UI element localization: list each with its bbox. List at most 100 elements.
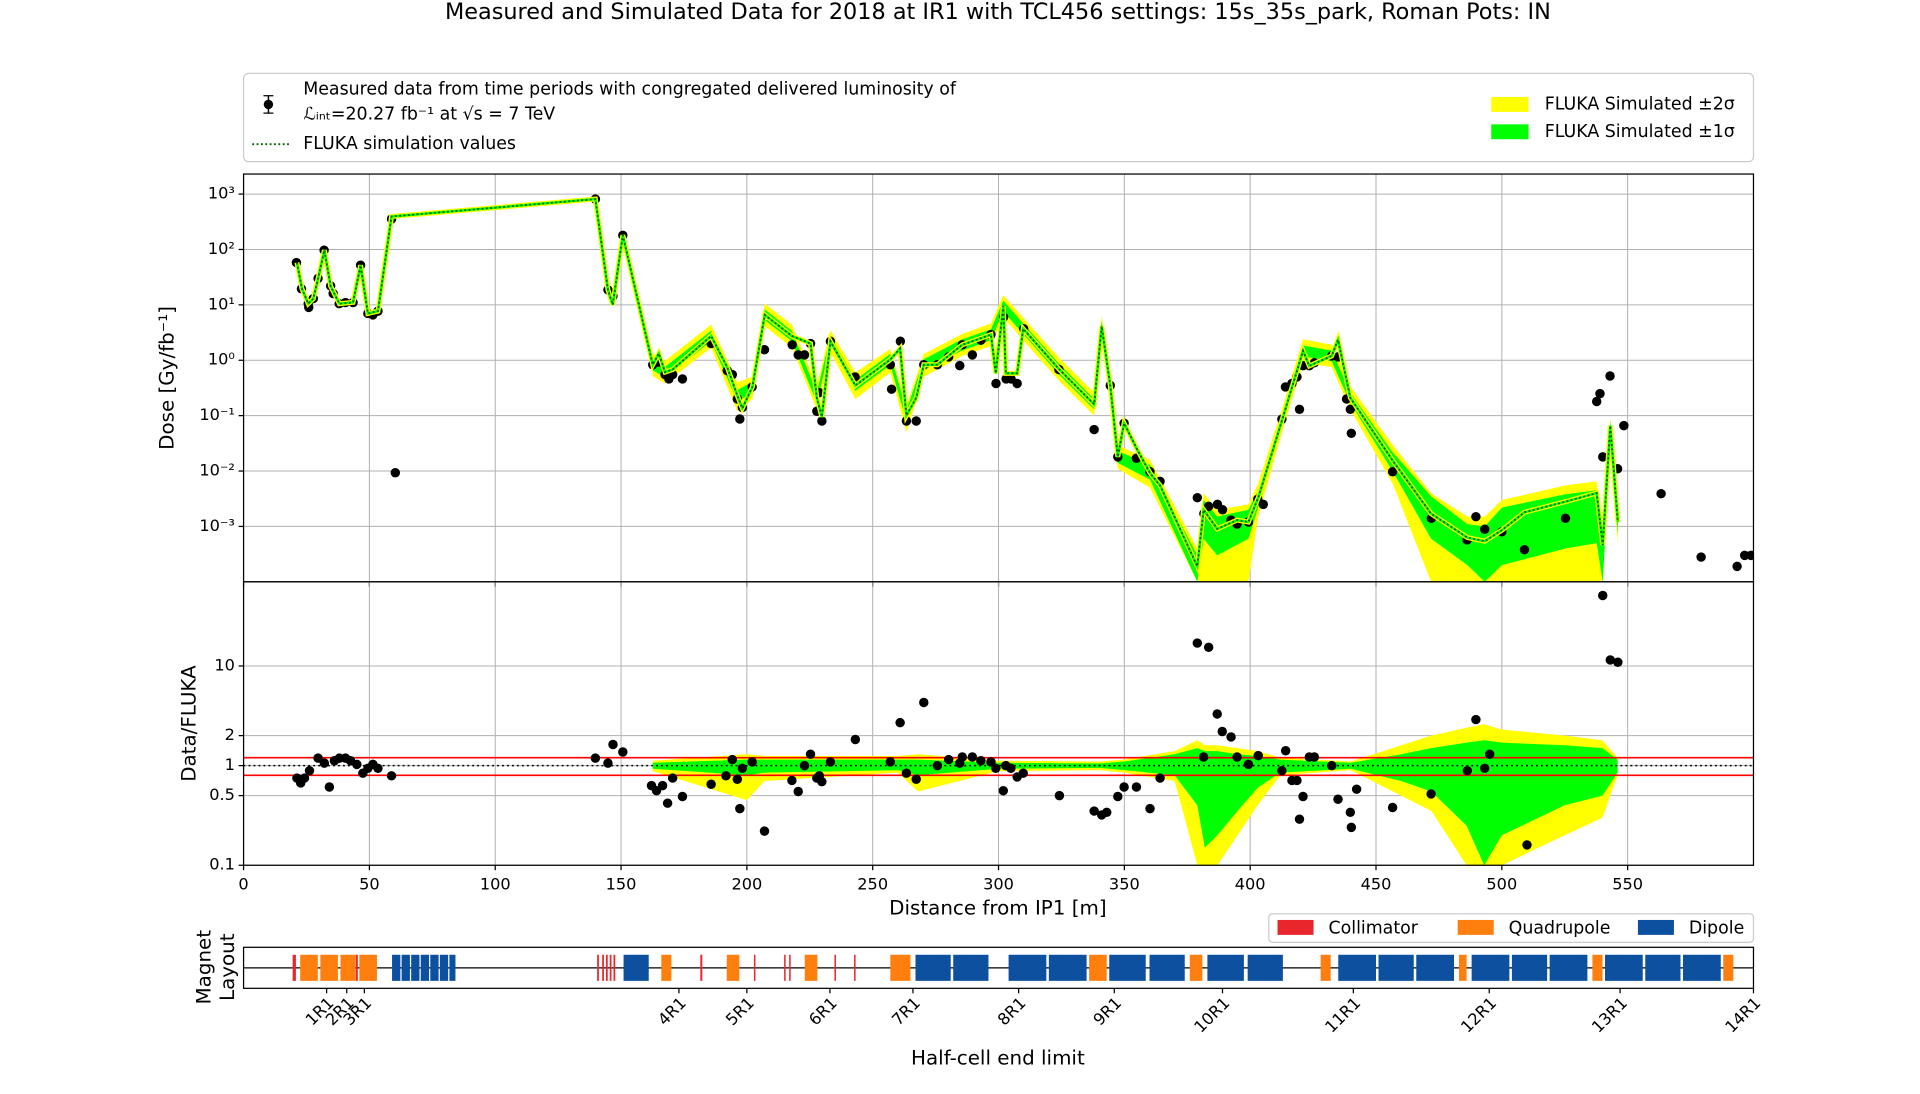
magnet [854, 954, 856, 981]
magnet [1149, 954, 1185, 981]
data-point [1253, 750, 1263, 761]
data-point [793, 786, 803, 797]
magnet [1683, 954, 1721, 981]
data-point [324, 782, 335, 792]
legend-label: ℒᵢₙₜ=20.27 fb⁻¹ at √s = 7 TeV [303, 104, 555, 124]
x-tick-label: 14R1 [1721, 993, 1764, 1036]
magnet [1320, 954, 1331, 981]
y-axis-label: Magnet [193, 930, 216, 1005]
data-point [590, 753, 601, 763]
magnet [1605, 954, 1643, 981]
legend-swatch [1637, 919, 1674, 935]
data-point [1243, 759, 1254, 770]
data-point [817, 416, 827, 426]
x-tick-label: 450 [1361, 875, 1392, 894]
data-point [1598, 590, 1608, 601]
y-tick-label: 10¹ [208, 294, 235, 313]
data-point [1054, 790, 1065, 801]
data-point [886, 384, 897, 394]
data-point [386, 771, 397, 781]
x-tick-label: 400 [1235, 875, 1266, 894]
x-tick-label: 0 [238, 875, 248, 894]
data-point [1203, 501, 1214, 512]
data-point [759, 826, 770, 836]
data-point [1212, 709, 1222, 719]
magnet [392, 954, 401, 981]
data-point [608, 739, 618, 750]
data-point [1145, 803, 1155, 814]
data-point [1294, 404, 1305, 415]
magnet [602, 954, 604, 981]
data-point [799, 760, 810, 771]
data-point [955, 360, 965, 371]
data-point [825, 757, 836, 767]
x-tick-label: 50 [359, 875, 380, 894]
data-point [706, 779, 716, 789]
data-point [1217, 726, 1227, 737]
magnet [300, 954, 318, 981]
magnet [1549, 954, 1588, 981]
data-point [727, 754, 738, 765]
x-tick-label: 200 [731, 875, 762, 894]
data-point [895, 717, 905, 728]
data-point [787, 775, 797, 786]
data-point [967, 350, 978, 360]
data-point [603, 758, 613, 768]
data-point [1479, 524, 1490, 534]
magnet [661, 954, 672, 981]
data-point [1280, 746, 1291, 756]
magnet [1471, 954, 1510, 981]
magnet [1511, 954, 1548, 981]
data-point [1294, 814, 1305, 824]
data-point [1732, 561, 1742, 572]
plot-area [243, 590, 1754, 866]
magnet [411, 954, 420, 981]
data-point [1613, 657, 1623, 667]
magnet [613, 954, 616, 981]
magnet [292, 954, 296, 981]
legend-label: FLUKA Simulated ±2σ [1545, 94, 1735, 114]
data-point [1309, 752, 1320, 762]
data-point [1292, 775, 1302, 786]
data-point [1277, 765, 1287, 776]
x-axis-label: Half-cell end limit [911, 1047, 1085, 1070]
legend-box [242, 72, 1755, 163]
magnet [449, 954, 456, 981]
data-point [1746, 550, 1754, 561]
x-tick-label: 500 [1486, 875, 1517, 894]
data-point [732, 774, 743, 784]
legend-label: Dipole [1689, 919, 1744, 939]
y-axis-label: Layout [216, 933, 239, 1001]
magnet [355, 954, 358, 981]
data-point [1471, 511, 1481, 522]
legend-swatch [1491, 96, 1529, 112]
magnet [1247, 954, 1283, 981]
data-point [1155, 773, 1165, 783]
data-point [1217, 505, 1228, 515]
plot-frame [242, 946, 1755, 989]
data-point [721, 771, 731, 781]
legend-label: Measured data from time periods with con… [303, 80, 957, 100]
x-tick-label: 100 [480, 875, 511, 894]
magnet [804, 954, 818, 981]
magnet [420, 954, 430, 981]
magnet [915, 954, 951, 981]
magnet [789, 954, 791, 981]
y-axis-label: Dose [Gy/fb⁻¹] [155, 306, 178, 450]
legend-box [1268, 913, 1755, 943]
data-point [759, 344, 770, 355]
y-axis-label: Data/FLUKA [178, 665, 201, 782]
magnet [1338, 954, 1376, 981]
magnet [1008, 954, 1047, 981]
data-point [1462, 765, 1473, 776]
data-point [1198, 752, 1209, 762]
y-tick-label: 0.5 [209, 785, 235, 804]
y-tick-label: 2 [225, 725, 235, 744]
data-point [943, 754, 954, 765]
simulation-line [296, 198, 1619, 570]
legend-swatch [1277, 919, 1314, 935]
data-point [1387, 467, 1398, 477]
data-point [1298, 791, 1308, 802]
data-point [787, 340, 797, 350]
magnet [890, 954, 911, 981]
